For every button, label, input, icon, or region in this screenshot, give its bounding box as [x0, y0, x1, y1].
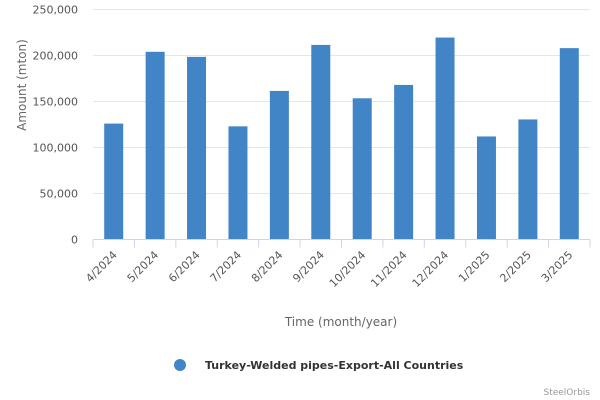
legend-label: Turkey-Welded pipes-Export-All Countries — [205, 359, 464, 372]
bar[interactable] — [311, 44, 331, 240]
bar[interactable] — [518, 119, 538, 240]
y-tick-label: 100,000 — [33, 142, 79, 155]
x-tick-label: 7/2024 — [208, 248, 245, 285]
x-tick-label: 12/2024 — [410, 248, 452, 290]
bar[interactable] — [559, 48, 579, 240]
x-tick-label: 10/2024 — [327, 248, 369, 290]
bar[interactable] — [228, 126, 248, 240]
x-tick-label: 1/2025 — [456, 248, 493, 285]
legend-marker — [174, 359, 186, 371]
y-tick-label: 250,000 — [33, 4, 79, 17]
legend[interactable]: Turkey-Welded pipes-Export-All Countries — [174, 359, 464, 372]
bar[interactable] — [269, 90, 289, 240]
y-axis-ticks: 0 50,000 100,000 150,000 200,000 250,000 — [33, 4, 79, 247]
bar[interactable] — [476, 136, 496, 240]
x-tick-label: 6/2024 — [166, 248, 203, 285]
x-tick-label: 11/2024 — [368, 248, 410, 290]
x-tick-label: 5/2024 — [125, 248, 162, 285]
x-axis-title: Time (month/year) — [284, 315, 397, 329]
y-axis-title: Amount (mton) — [15, 39, 29, 131]
x-axis-ticks: 4/2024 5/2024 6/2024 7/2024 8/2024 9/2024 10/2… — [83, 239, 591, 290]
bar[interactable] — [104, 123, 124, 240]
bar[interactable] — [394, 84, 414, 240]
x-tick-label: 3/2025 — [539, 248, 576, 285]
x-tick-label: 4/2024 — [83, 248, 120, 285]
bars — [104, 37, 579, 240]
gridlines — [93, 9, 590, 194]
y-tick-label: 50,000 — [40, 188, 79, 201]
x-tick-label: 2/2025 — [497, 248, 534, 285]
y-tick-label: 0 — [71, 234, 78, 247]
x-tick-label: 9/2024 — [290, 248, 327, 285]
bar[interactable] — [352, 98, 372, 240]
y-tick-label: 150,000 — [33, 96, 79, 109]
credit-label[interactable]: SteelOrbis — [543, 388, 590, 398]
bar[interactable] — [145, 51, 165, 240]
bar[interactable] — [187, 56, 207, 240]
bar[interactable] — [435, 37, 455, 240]
y-tick-label: 200,000 — [33, 50, 79, 63]
x-tick-label: 8/2024 — [249, 248, 286, 285]
